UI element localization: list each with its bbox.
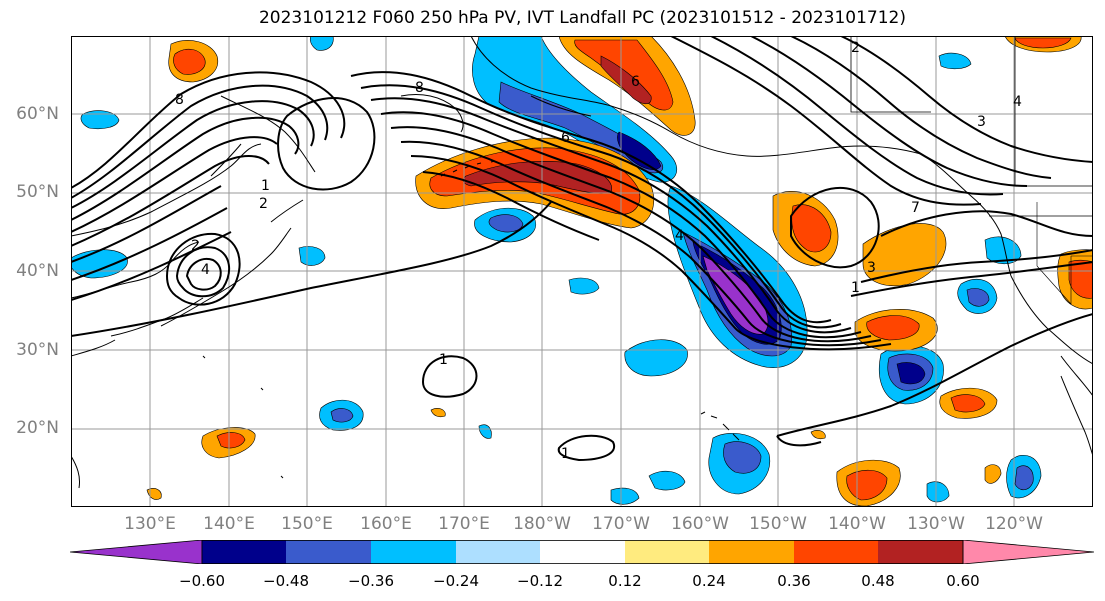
lat-label-30n: 30°N [16,340,59,360]
colorbar-bin [878,540,963,564]
map-title: 2023101212 F060 250 hPa PV, IVT Landfall… [258,8,906,28]
lon-label-180w: 180°W [513,514,571,534]
lon-label-140w: 140°W [828,514,886,534]
colorbar-tick: 0.60 [946,572,980,590]
colorbar-tick: 0.12 [608,572,642,590]
lat-label-60n: 60°N [16,104,59,124]
contour-label: 8 [175,92,184,108]
contour-label: 2 [851,40,860,56]
colorbar-tick: 0.24 [692,572,726,590]
colorbar-bin [286,540,371,564]
colorbar-tick: −0.48 [263,572,309,590]
contour-label: 3 [867,260,876,276]
lon-label-130w: 130°W [907,514,965,534]
colorbar-tick: −0.60 [179,572,225,590]
map-frame [71,36,1093,507]
contour-label: 1 [439,352,448,368]
colorbar-tick: −0.36 [348,572,394,590]
lon-label-130e: 130°E [124,514,176,534]
contour-label: 7 [911,200,920,216]
contour-label: 6 [631,74,640,90]
contour-label: 4 [201,262,210,278]
contour-labels: 8 8 6 2 1 2 4 4 3 1 1 1 2 3 4 7 6 [175,40,1022,462]
contour-label: 1 [851,280,860,296]
pv-contours [71,36,1093,462]
contour-label: 4 [675,228,684,244]
contour-label: 4 [1013,94,1022,110]
colorbar-bin [540,540,625,564]
lon-label-150w: 150°W [749,514,807,534]
colorbar-bin [371,540,456,564]
contour-label: 2 [191,238,200,254]
colorbar-tick: −0.24 [433,572,479,590]
lon-label-140e: 140°E [203,514,255,534]
colorbar-tick: −0.12 [517,572,563,590]
lat-label-20n: 20°N [16,418,59,438]
map-plot: 8 8 6 2 1 2 4 4 3 1 1 1 2 3 4 7 6 [71,36,1093,507]
colorbar-bin [625,540,709,564]
colorbar-bin [202,540,286,564]
contour-label: 8 [415,80,424,96]
colorbar-bin [456,540,540,564]
lon-label-150e: 150°E [281,514,333,534]
lat-label-40n: 40°N [16,261,59,281]
lon-label-160w: 160°W [671,514,729,534]
colorbar [70,540,1094,564]
lon-label-170w: 170°W [592,514,650,534]
colorbar-extend-low [70,540,203,564]
colorbar-tick: 0.36 [777,572,811,590]
contour-label: 1 [561,446,570,462]
lat-label-50n: 50°N [16,182,59,202]
contour-label: 6 [561,130,570,146]
colorbar-bin [794,540,878,564]
contour-label: 3 [977,114,986,130]
contour-label: 2 [259,196,268,212]
colorbar-bin [709,540,794,564]
colorbar-extend-high [962,540,1094,564]
lon-label-160e: 160°E [360,514,412,534]
colorbar-tick: 0.48 [861,572,895,590]
contour-label: 1 [261,178,270,194]
lon-label-120w: 120°W [985,514,1043,534]
map-panel: 8 8 6 2 1 2 4 4 3 1 1 1 2 3 4 7 6 [71,36,1093,507]
lon-label-170e: 170°E [438,514,490,534]
